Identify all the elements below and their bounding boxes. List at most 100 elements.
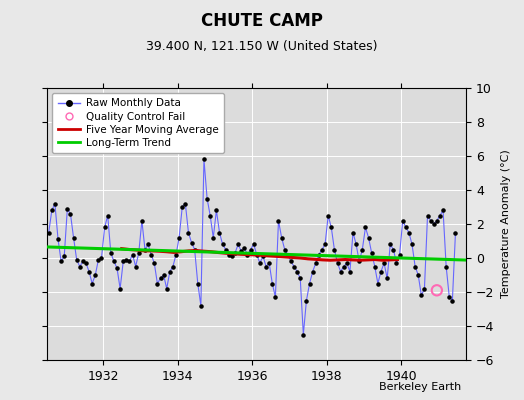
Point [212,207,221,214]
Point [374,280,382,287]
Point [318,246,326,253]
Point [178,204,187,210]
Point [411,263,419,270]
Point [72,256,81,263]
Point [414,272,422,278]
Point [280,246,289,253]
Point [408,241,416,248]
Point [355,258,364,265]
Point [346,268,354,275]
Point [296,275,304,282]
Point [51,200,59,207]
Point [265,260,274,266]
Point [94,256,103,263]
Point [442,263,450,270]
Point [392,260,401,266]
Point [396,251,404,258]
Point [206,212,214,219]
Text: CHUTE CAMP: CHUTE CAMP [201,12,323,30]
Point [256,260,264,266]
Point [104,212,112,219]
Point [156,275,165,282]
Point [97,255,106,261]
Point [367,250,376,256]
Point [135,250,143,256]
Point [128,251,137,258]
Text: 39.400 N, 121.150 W (United States): 39.400 N, 121.150 W (United States) [146,40,378,53]
Point [225,251,233,258]
Point [119,258,127,265]
Point [448,297,456,304]
Point [88,280,96,287]
Point [249,241,258,248]
Point [113,265,121,271]
Point [370,263,379,270]
Point [312,260,320,266]
Point [79,258,87,265]
Point [327,224,335,230]
Point [401,224,410,230]
Point [181,200,190,207]
Point [364,234,373,241]
Point [69,234,78,241]
Point [190,246,199,253]
Point [219,241,227,248]
Point [349,229,357,236]
Point [209,234,217,241]
Point [172,251,180,258]
Point [188,240,196,246]
Point [343,260,351,266]
Point [162,286,171,292]
Point [203,195,211,202]
Point [436,212,444,219]
Point [150,260,158,266]
Point [122,256,130,263]
Point [277,234,286,241]
Point [380,260,388,266]
Point [352,241,361,248]
Point [340,263,348,270]
Point [383,275,391,282]
Point [283,251,292,258]
Point [63,206,72,212]
Point [358,246,366,253]
Point [54,236,62,242]
Point [48,207,56,214]
Point [116,286,124,292]
Point [268,280,277,287]
Point [45,229,53,236]
Point [271,294,280,300]
Point [159,272,168,278]
Point [169,263,177,270]
Point [324,212,332,219]
Point [57,258,66,265]
Point [399,218,407,224]
Point [144,241,152,248]
Point [215,229,224,236]
Point [240,244,248,251]
Point [66,210,74,217]
Point [166,268,174,275]
Point [386,241,395,248]
Point [417,292,425,298]
Point [287,258,295,265]
Point [433,287,441,294]
Point [91,272,100,278]
Point [305,280,314,287]
Point [405,229,413,236]
Point [321,241,329,248]
Text: Berkeley Earth: Berkeley Earth [379,382,461,392]
Point [193,280,202,287]
Point [184,229,193,236]
Point [234,241,242,248]
Point [330,246,339,253]
Legend: Raw Monthly Data, Quality Control Fail, Five Year Moving Average, Long-Term Tren: Raw Monthly Data, Quality Control Fail, … [52,93,224,153]
Point [361,224,369,230]
Point [262,263,270,270]
Point [253,251,261,258]
Point [228,253,236,260]
Point [336,268,345,275]
Point [430,221,438,227]
Point [101,224,109,230]
Point [315,251,323,258]
